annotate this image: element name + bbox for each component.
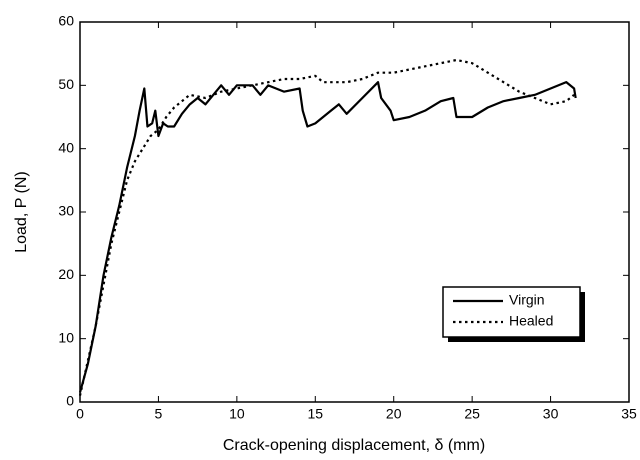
y-tick-label: 40 <box>58 139 74 155</box>
legend-label: Healed <box>509 313 553 329</box>
y-tick-label: 50 <box>58 76 74 92</box>
data-line <box>78 81 577 393</box>
x-tick-label: 25 <box>464 406 480 422</box>
x-tick-label: 0 <box>76 406 84 422</box>
x-tick-label: 15 <box>307 406 323 422</box>
x-tick-label: 20 <box>386 406 402 422</box>
x-tick-label: 5 <box>155 406 163 422</box>
legend-label: Virgin <box>509 292 545 308</box>
y-tick-label: 0 <box>66 393 74 409</box>
y-tick-label: 20 <box>58 266 74 282</box>
data-line <box>78 58 575 396</box>
legend-box <box>442 286 581 338</box>
plot-frame <box>79 21 630 403</box>
x-tick-label: 30 <box>543 406 559 422</box>
x-axis-label: Crack-opening displacement, δ (mm) <box>223 437 485 454</box>
x-tick-label: 10 <box>229 406 245 422</box>
y-tick-label: 10 <box>58 329 74 345</box>
y-tick-label: 60 <box>58 13 74 29</box>
y-tick-label: 30 <box>58 203 74 219</box>
y-axis-label: Load, P (N) <box>13 171 30 253</box>
x-tick-label: 35 <box>621 406 637 422</box>
